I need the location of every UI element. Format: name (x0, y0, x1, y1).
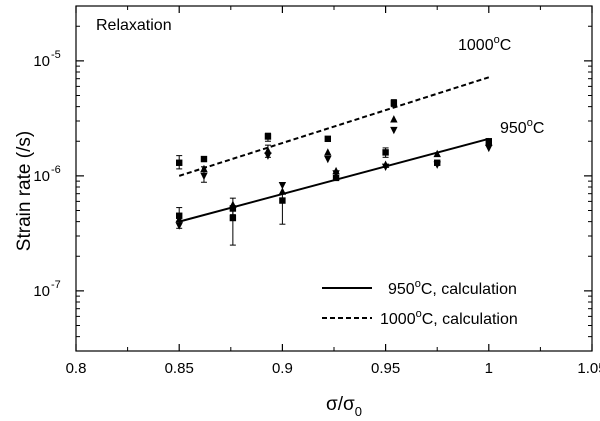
y-tick-exponent: -6 (51, 164, 61, 176)
x-tick-label: 0.95 (371, 360, 400, 377)
y-tick-base: 10 (33, 283, 50, 300)
data-point-triangle-down (485, 144, 493, 153)
data-point-triangle-down (175, 222, 183, 230)
legend-label: 1000oC, calculation (380, 308, 518, 328)
x-axis-title: σ/σ0 (326, 394, 362, 419)
data-point-triangle-down (390, 126, 398, 135)
data-point-triangle-down (433, 161, 441, 169)
x-tick-label: 1 (485, 360, 493, 377)
y-tick-label: 10 (33, 53, 50, 70)
data-point-square (176, 159, 183, 166)
data-point-square (264, 133, 272, 140)
panel-label: Relaxation (96, 17, 172, 34)
x-tick-label: 0.85 (165, 360, 194, 377)
data-point-square (390, 99, 398, 107)
data-point-triangle-down (381, 163, 390, 171)
x-axis-title-main: σ/σ (326, 394, 355, 415)
y-tick-base: 10 (33, 168, 50, 185)
data-point-triangle-up (390, 115, 398, 123)
data-point-triangle-down (324, 155, 332, 164)
data-point-square (229, 214, 237, 222)
data-point-triangle-up (264, 146, 272, 155)
data-point-square (332, 174, 340, 182)
data-points (175, 99, 493, 246)
data-point-triangle-down (264, 152, 272, 160)
data-point-triangle-up (229, 200, 237, 209)
label-1000: 1000oC (458, 34, 511, 54)
x-tick-label: 1.05 (577, 360, 600, 377)
data-point-triangle-down (278, 181, 287, 190)
label-950: 950oC (500, 117, 544, 137)
y-axis-title: Strain rate (/s) (14, 131, 35, 251)
legend-frame (316, 268, 564, 340)
data-point-triangle-up (433, 149, 441, 158)
data-point-triangle-up (485, 138, 493, 146)
y-tick-exponent: -5 (51, 49, 61, 61)
annotations: 1000oC 950oC (458, 34, 544, 137)
data-point-triangle-down (332, 170, 340, 178)
data-point-square (200, 155, 208, 163)
legend-label: 950oC, calculation (388, 278, 517, 298)
x-tick-label: 0.9 (272, 360, 293, 377)
data-point-square (324, 135, 332, 143)
fit-line-1000c (178, 76, 490, 177)
data-point-triangle-down (200, 172, 208, 181)
data-point-triangle-up (324, 148, 332, 156)
y-tick-base: 10 (33, 53, 50, 70)
data-point-triangle-up (175, 214, 183, 223)
y-tick-label: 10 (33, 168, 50, 185)
y-tick-exponent: -7 (51, 279, 61, 291)
x-axis-title-sub: 0 (355, 404, 362, 419)
data-point-square (382, 149, 389, 156)
x-tick-label: 0.8 (66, 360, 87, 377)
fit-lines (178, 76, 490, 223)
data-point-triangle-up (278, 187, 287, 195)
y-tick-label: 10 (33, 283, 50, 300)
legend: 950oC, calculation 1000oC, calculation (316, 268, 564, 340)
data-point-square (279, 197, 286, 204)
